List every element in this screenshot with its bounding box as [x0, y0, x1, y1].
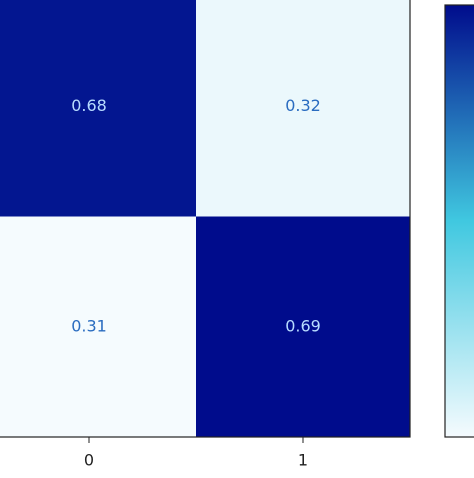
cell-label: 0.68 — [71, 96, 107, 115]
heatmap-cell — [196, 0, 410, 217]
heatmap-cell — [0, 216, 196, 437]
heatmap-cell — [0, 0, 196, 217]
cell-label: 0.69 — [285, 316, 321, 335]
plot-frame — [0, 0, 411, 438]
x-tick-label: 0 — [84, 451, 94, 470]
heatmap-cell — [196, 216, 410, 437]
cell-label: 0.32 — [285, 96, 321, 115]
x-tick-label: 1 — [298, 451, 308, 470]
cell-label: 0.31 — [71, 316, 107, 335]
colorbar — [444, 4, 474, 438]
